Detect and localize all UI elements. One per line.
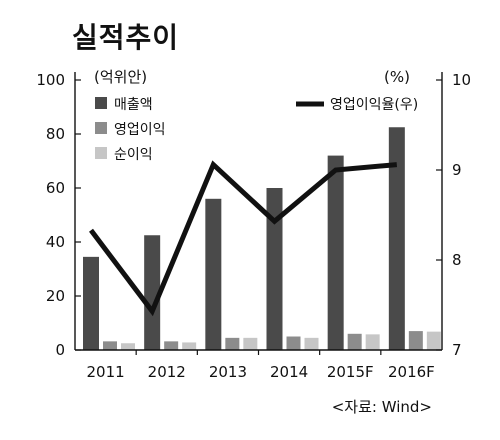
bar-3-2011 — [121, 343, 135, 350]
x-tick-label: 2015F — [327, 363, 374, 381]
bar-3-2015F — [365, 334, 380, 350]
right-tick-label: 9 — [452, 161, 462, 179]
legend-label: 영업이익 — [114, 122, 166, 138]
bar-1-2012 — [144, 235, 161, 350]
legend-swatch — [95, 97, 107, 109]
bar-1-2015F — [327, 155, 344, 350]
x-tick-label: 2012 — [148, 363, 186, 381]
bar-3-2013 — [243, 337, 258, 350]
left-tick-label: 60 — [46, 179, 65, 197]
bar-2-2013 — [225, 337, 240, 350]
left-tick-label: 80 — [46, 125, 65, 143]
bar-3-2016F — [426, 331, 441, 350]
bar-1-2011 — [83, 256, 99, 350]
left-tick-label: 0 — [55, 341, 65, 359]
x-tick-label: 2016F — [388, 363, 435, 381]
chart-title: 실적추이 — [72, 21, 180, 54]
line-series-operating-margin — [89, 160, 398, 317]
legend-label: 매출액 — [114, 97, 153, 113]
x-tick-label: 2013 — [209, 363, 247, 381]
line-layer — [89, 160, 398, 317]
bar-1-2014 — [266, 188, 283, 350]
bar-1-2016F — [388, 127, 405, 350]
right-tick-label: 8 — [452, 251, 462, 269]
bar-2-2011 — [103, 341, 117, 350]
bar-2-2014 — [286, 336, 301, 350]
bar-1-2013 — [205, 198, 222, 350]
right-axis-unit: (%) — [384, 68, 410, 86]
legend-swatch — [95, 147, 107, 159]
bar-3-2012 — [182, 342, 197, 350]
legend-swatch — [95, 122, 107, 134]
x-tick-label: 2011 — [86, 363, 124, 381]
right-tick-label: 7 — [452, 341, 462, 359]
left-tick-label: 100 — [36, 71, 65, 89]
bar-2-2015F — [347, 333, 362, 350]
legend-label: 영업이익율(우) — [330, 97, 418, 113]
bar-3-2014 — [304, 337, 319, 350]
left-tick-label: 40 — [46, 233, 65, 251]
right-tick-label: 10 — [452, 71, 471, 89]
bars-layer — [83, 127, 441, 350]
x-tick-label: 2014 — [270, 363, 308, 381]
bar-2-2016F — [408, 331, 423, 350]
left-tick-label: 20 — [46, 287, 65, 305]
bar-2-2012 — [164, 341, 179, 350]
legend-label: 순이익 — [114, 147, 153, 163]
left-axis-unit: (억위안) — [94, 68, 147, 86]
source-note: <자료: Wind> — [332, 398, 432, 416]
axes-layer: 0 20 40 60 80 100 7 8 9 10 2011 2012 2013 2014 2015F 20… — [36, 71, 471, 381]
